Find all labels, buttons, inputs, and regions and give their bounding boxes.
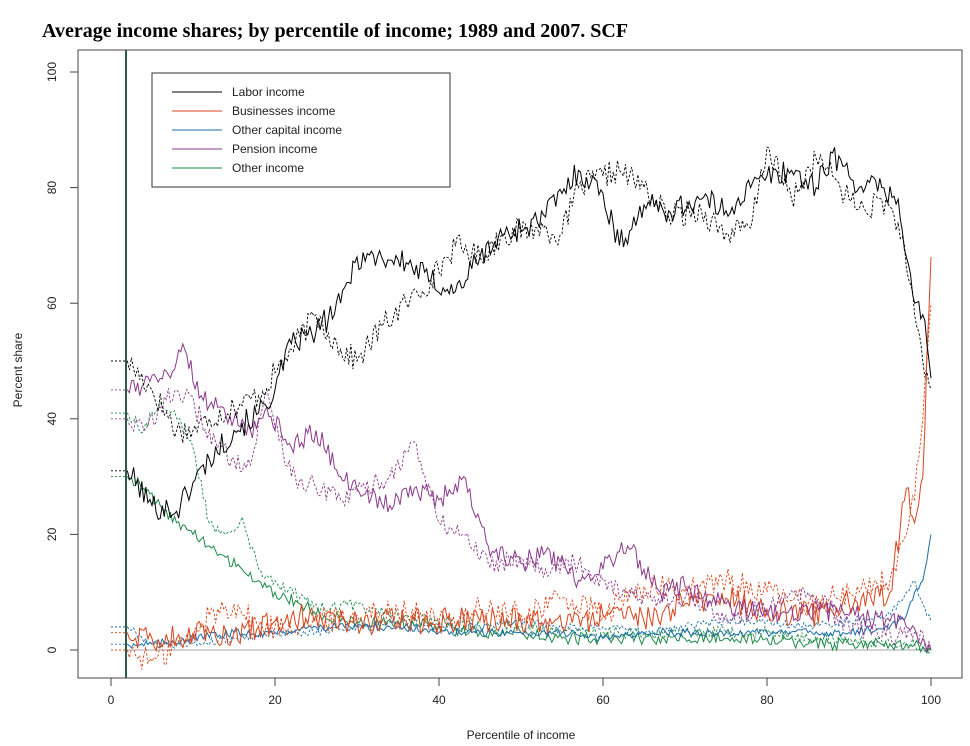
other-capital-income-dashed-line xyxy=(127,579,932,649)
chart-title: Average income shares; by percentile of … xyxy=(42,20,629,42)
y-tick-label: 20 xyxy=(45,527,59,541)
x-tick-label: 20 xyxy=(268,693,282,707)
y-tick-label: 0 xyxy=(45,646,59,653)
legend: Labor income Businesses income Other capit… xyxy=(151,72,451,188)
legend-label-other-income: Other income xyxy=(232,161,304,175)
x-tick-label: 40 xyxy=(432,693,446,707)
y-tick-label: 40 xyxy=(45,412,59,426)
y-tick-label: 60 xyxy=(45,296,59,310)
legend-label-businesses-income: Businesses income xyxy=(232,104,336,118)
y-tick-label: 100 xyxy=(45,62,59,82)
labor-income-solid-line xyxy=(126,147,932,520)
pension-income-solid-line xyxy=(126,342,932,652)
x-tick-label: 100 xyxy=(921,693,941,707)
x-tick-label: 60 xyxy=(596,693,610,707)
y-axis-label: Percent share xyxy=(11,332,25,407)
legend-label-other-capital-income: Other capital income xyxy=(232,123,342,137)
axes: 0 20 40 60 80 100 0 20 40 60 80 100 xyxy=(45,62,941,707)
labor-income-dashed-line xyxy=(126,146,932,443)
businesses-income-dashed-line xyxy=(126,303,932,670)
businesses-income-solid-line xyxy=(126,256,932,653)
series-layer xyxy=(111,146,932,670)
other-income-dashed-line xyxy=(126,399,932,654)
x-axis-label: Percentile of income xyxy=(467,728,576,742)
x-tick-label: 0 xyxy=(108,693,115,707)
pension-income-dashed-line xyxy=(126,388,932,651)
legend-label-pension-income: Pension income xyxy=(232,142,318,156)
x-tick-label: 80 xyxy=(760,693,774,707)
legend-label-labor-income: Labor income xyxy=(232,85,305,99)
y-tick-label: 80 xyxy=(45,181,59,195)
